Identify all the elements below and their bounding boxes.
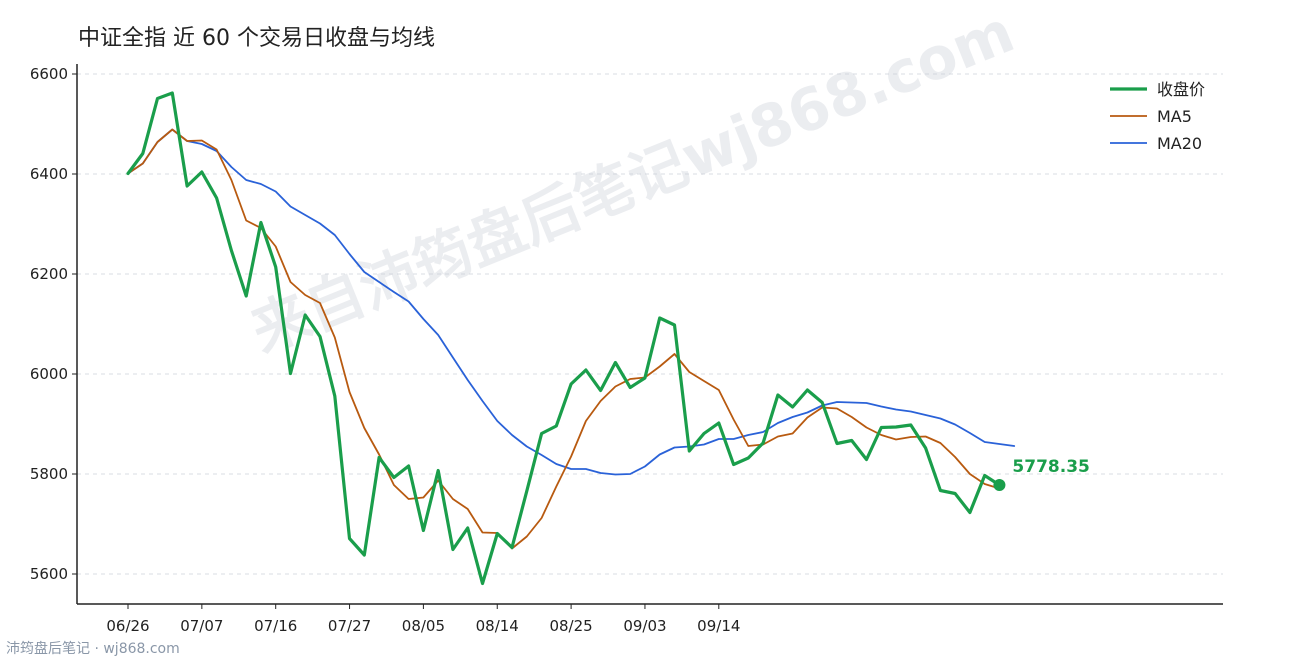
y-axis-ticks: 5600 5800 6000 6200 6400 6600	[30, 65, 77, 583]
x-tick-label: 08/05	[402, 617, 445, 635]
y-tick-label: 6200	[30, 265, 68, 283]
legend: 收盘价 MA5 MA20	[1110, 80, 1205, 153]
watermark-text: 来自沛筠盘后笔记wj868.com	[242, 0, 1023, 366]
axes	[76, 64, 1223, 605]
x-tick-label: 09/03	[623, 617, 666, 635]
series-lines	[126, 91, 1016, 586]
x-tick-label: 09/14	[697, 617, 740, 635]
last-point-dot	[993, 479, 1006, 491]
x-tick-label: 08/14	[476, 617, 519, 635]
y-tick-label: 5600	[30, 565, 68, 583]
y-tick-label: 6000	[30, 365, 68, 383]
series-line-ma5	[127, 128, 1001, 550]
legend-label: MA5	[1157, 107, 1192, 126]
x-tick-label: 06/26	[106, 617, 149, 635]
gridlines	[77, 73, 1223, 575]
x-tick-label: 07/16	[254, 617, 297, 635]
footer-attribution: 沛筠盘后笔记 · wj868.com	[6, 641, 180, 657]
last-value-label: 5778.35	[1012, 457, 1089, 477]
y-tick-label: 5800	[30, 465, 68, 483]
x-tick-label: 07/07	[180, 617, 223, 635]
series-line-ma20	[127, 128, 1016, 476]
x-tick-label: 07/27	[328, 617, 371, 635]
series-line-close	[126, 91, 1002, 586]
x-axis-ticks: 06/26 07/07 07/16 07/27 08/05 08/14 08/25 09/03…	[106, 604, 740, 635]
legend-label: 收盘价	[1157, 80, 1205, 99]
legend-label: MA20	[1157, 134, 1202, 153]
y-tick-label: 6400	[30, 165, 68, 183]
last-value-marker: 5778.35	[993, 457, 1090, 491]
y-tick-label: 6600	[30, 65, 68, 83]
chart-title: 中证全指 近 60 个交易日收盘与均线	[78, 26, 435, 51]
watermark: 来自沛筠盘后笔记wj868.com	[242, 0, 1023, 366]
x-tick-label: 08/25	[549, 617, 592, 635]
